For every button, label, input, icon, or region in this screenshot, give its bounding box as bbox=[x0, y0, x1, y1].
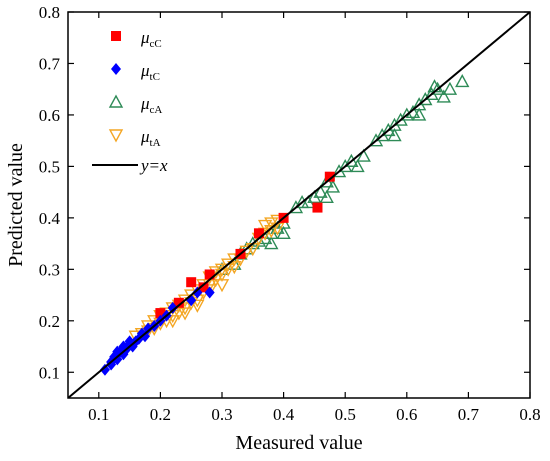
data-point-cA bbox=[344, 153, 359, 167]
data-point-cA bbox=[442, 81, 458, 95]
data-point-cA bbox=[325, 179, 341, 193]
x-tick-label: 0.8 bbox=[519, 405, 540, 424]
data-point-tA bbox=[214, 279, 230, 293]
x-tick-label: 0.7 bbox=[458, 405, 480, 424]
data-point-cC bbox=[155, 308, 166, 319]
data-point-cC bbox=[186, 277, 197, 288]
data-point-tC bbox=[167, 301, 178, 314]
y-axis-title: Predicted value bbox=[5, 143, 27, 267]
reference-line-y-equals-x bbox=[68, 12, 530, 398]
data-point-cA bbox=[294, 194, 310, 209]
legend-marker-cC bbox=[111, 31, 121, 41]
x-tick-label: 0.4 bbox=[273, 405, 295, 424]
y-tick-label: 0.1 bbox=[39, 363, 60, 382]
legend-label-tC: μtC bbox=[140, 61, 160, 83]
y-tick-label: 0.2 bbox=[39, 312, 60, 331]
data-point-tC bbox=[106, 358, 117, 371]
y-tick-label: 0.8 bbox=[39, 3, 60, 22]
legend-label-tA: μtA bbox=[140, 127, 161, 149]
legend-marker-cA bbox=[108, 94, 124, 108]
data-point-cC bbox=[198, 282, 209, 293]
y-tick-label: 0.6 bbox=[39, 106, 60, 125]
legend-symbol: μ bbox=[140, 61, 150, 80]
data-point-cA bbox=[399, 107, 414, 121]
legend-symbol: μ bbox=[140, 94, 150, 113]
data-point-cA bbox=[455, 74, 470, 88]
ticks-layer: 0.1 0.2 0.3 0.4 0.5 0.6 0.7 0.8 0.1 0.2 0.3 0.4 0.5 0… bbox=[39, 3, 541, 424]
data-point-tC bbox=[204, 286, 215, 299]
data-point-cA bbox=[411, 107, 427, 121]
y-tick-label: 0.5 bbox=[39, 157, 60, 176]
data-point-tA bbox=[177, 307, 193, 321]
legend-item-tC: μtC bbox=[111, 61, 160, 83]
series-cA bbox=[214, 74, 470, 276]
data-point-cC bbox=[253, 228, 264, 239]
legend-symbol: μ bbox=[140, 127, 150, 146]
legend-marker-tA bbox=[108, 129, 124, 143]
x-tick-label: 0.2 bbox=[150, 405, 171, 424]
data-point-tA bbox=[220, 258, 236, 272]
data-point-cA bbox=[387, 128, 402, 142]
data-point-tA bbox=[165, 315, 180, 329]
data-point-cA bbox=[276, 225, 291, 240]
data-point-cC bbox=[324, 171, 335, 182]
data-point-cA bbox=[350, 158, 365, 173]
data-point-cA bbox=[356, 148, 371, 162]
legend-item-cA: μcA bbox=[108, 94, 162, 116]
y-tick-label: 0.3 bbox=[39, 260, 60, 279]
x-tick-label: 0.1 bbox=[88, 405, 109, 424]
data-point-cC bbox=[204, 269, 215, 280]
data-point-tA bbox=[190, 299, 205, 313]
data-point-cC bbox=[173, 297, 184, 308]
legend-item-tA: μtA bbox=[108, 127, 161, 149]
x-tick-label: 0.3 bbox=[211, 405, 232, 424]
legend-item-reference: y=x bbox=[92, 156, 168, 175]
legend-label-cA: μcA bbox=[140, 94, 162, 116]
data-point-tA bbox=[227, 261, 242, 275]
marks-layer bbox=[99, 74, 470, 376]
plot-frame bbox=[67, 11, 531, 399]
x-axis-title: Measured value bbox=[235, 432, 362, 454]
legend-subscript: tC bbox=[150, 71, 160, 83]
y-tick-label: 0.7 bbox=[39, 54, 61, 73]
legend-label-cC: μcC bbox=[140, 28, 162, 50]
data-point-cA bbox=[264, 236, 279, 250]
legend-label-reference: y=x bbox=[139, 156, 168, 175]
legend-item-cC: μcC bbox=[111, 28, 162, 50]
legend-symbol: μ bbox=[140, 28, 150, 47]
x-tick-label: 0.6 bbox=[396, 405, 417, 424]
data-point-tC bbox=[192, 286, 203, 299]
data-point-cA bbox=[436, 89, 451, 103]
data-point-cA bbox=[313, 184, 328, 198]
data-point-cA bbox=[430, 81, 445, 95]
legend-subscript: cC bbox=[150, 38, 162, 50]
data-point-cA bbox=[319, 189, 334, 203]
data-point-cC bbox=[312, 202, 323, 213]
legend-marker-tC bbox=[111, 63, 121, 75]
legend-subscript: cA bbox=[150, 104, 163, 116]
y-tick-label: 0.4 bbox=[39, 209, 61, 228]
legend-subscript: tA bbox=[150, 137, 161, 149]
x-tick-label: 0.5 bbox=[335, 405, 356, 424]
data-point-tC bbox=[99, 363, 110, 376]
